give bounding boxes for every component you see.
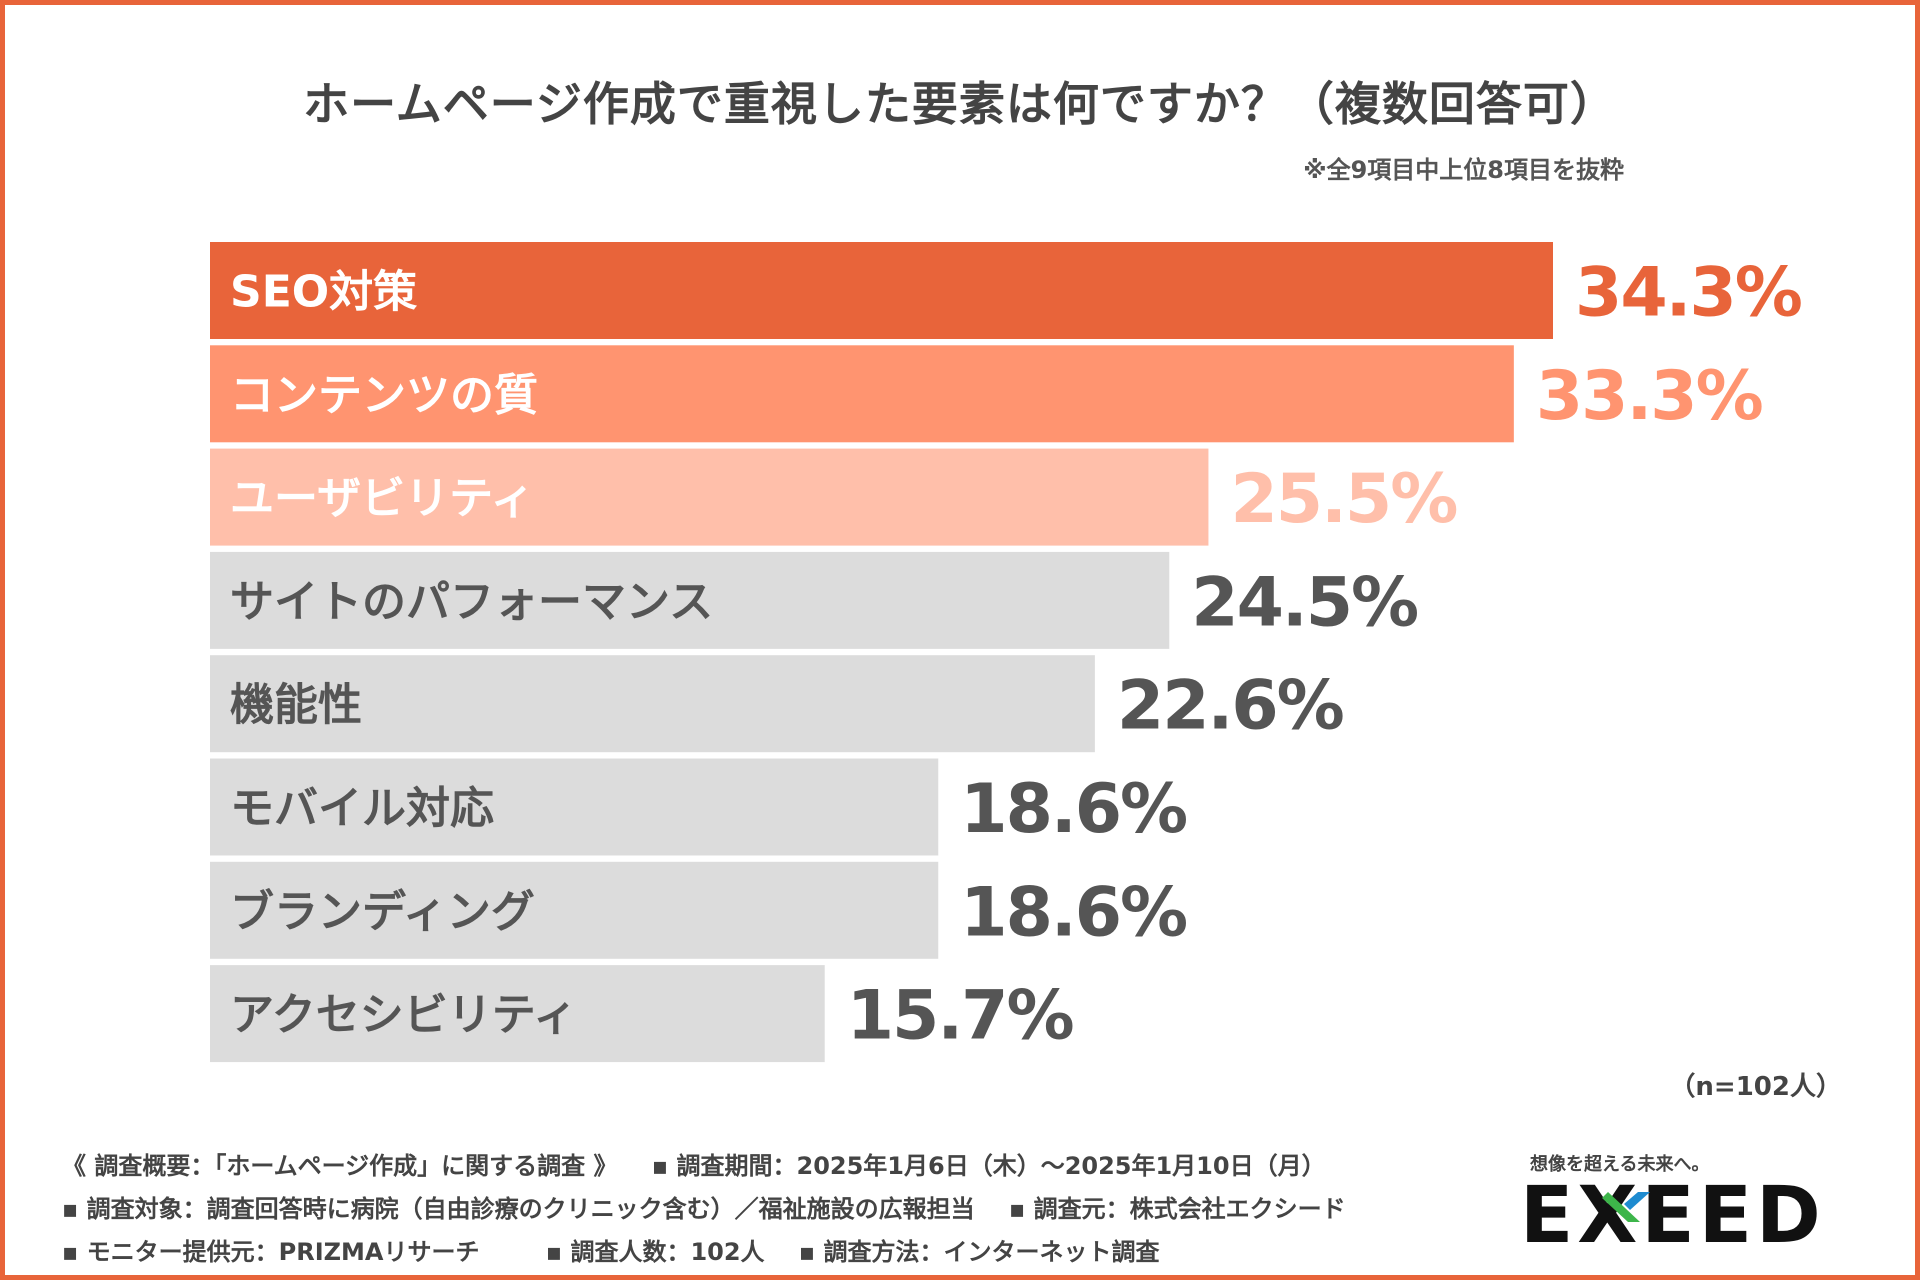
survey-monitor: ▪ モニター提供元：PRIZMAリサーチ: [62, 1238, 480, 1266]
exeed-logo-accent: [1602, 1192, 1640, 1222]
chart-title: ホームページ作成で重視した要素は何ですか？（複数回答可）: [303, 77, 1617, 131]
survey-summary: 《 調査概要：「ホームページ作成」に関する調査 》: [62, 1152, 618, 1180]
bar-label-3: ユーザビリティ: [230, 473, 534, 524]
bar-label-8: アクセシビリティ: [230, 990, 577, 1041]
bar-2: [210, 345, 1514, 443]
bar-label-7: ブランディング: [230, 886, 535, 937]
survey-footer-line-1: 《 調査概要：「ホームページ作成」に関する調査 》 ▪ 調査期間：2025年1月…: [62, 1146, 1352, 1181]
survey-count: ▪ 調査人数：102人: [545, 1238, 765, 1266]
bar-5: [210, 655, 1095, 753]
logo-tagline: 想像を超える未来へ。: [1530, 1154, 1710, 1175]
value-label-5: 22.6%: [1117, 667, 1343, 746]
survey-period: ▪ 調査期間：2025年1月6日（木）〜2025年1月10日（月）: [651, 1152, 1326, 1180]
sample-size: （n=102人）: [1669, 1072, 1842, 1102]
survey-target: ▪ 調査対象：調査回答時に病院（自由診療のクリニック含む）／福祉施設の広報担当: [62, 1195, 975, 1223]
bar-8: [210, 965, 825, 1063]
bar-6: [210, 758, 939, 856]
exeed-logo: EXEED: [1520, 1172, 1825, 1252]
value-label-1: 34.3%: [1575, 254, 1801, 333]
bar-3: [210, 448, 1209, 546]
bar-1: [210, 242, 1553, 339]
survey-footer-line-2: ▪ 調査対象：調査回答時に病院（自由診療のクリニック含む）／福祉施設の広報担当 …: [62, 1189, 1372, 1224]
value-label-6: 18.6%: [960, 770, 1186, 849]
value-label-3: 25.5%: [1230, 460, 1456, 539]
bar-label-6: モバイル対応: [230, 783, 494, 834]
value-label-2: 33.3%: [1536, 357, 1762, 436]
value-label-7: 18.6%: [960, 873, 1186, 952]
bar-4: [210, 551, 1170, 649]
bar-label-1: SEO対策: [230, 267, 417, 318]
survey-source: ▪ 調査元：株式会社エクシード: [1008, 1195, 1346, 1223]
survey-footer-line-3: ▪ モニター提供元：PRIZMAリサーチ ▪ 調査人数：102人 ▪ 調査方法：…: [62, 1232, 1186, 1267]
exeed-logo-text: EXEED: [1520, 1172, 1825, 1252]
value-label-4: 24.5%: [1191, 563, 1417, 642]
bar-label-4: サイトのパフォーマンス: [230, 576, 713, 627]
bar-chart: SEO対策 34.3% コンテンツの質 33.3% ユーザビリティ 25.5% サイトのパフ…: [210, 242, 1803, 1063]
survey-method: ▪ 調査方法：インターネット調査: [798, 1238, 1160, 1266]
bar-label-5: 機能性: [230, 680, 362, 731]
bar-7: [210, 861, 939, 959]
chart-note: ※全9項目中上位8項目を抜粋: [1303, 156, 1624, 184]
value-label-8: 15.7%: [847, 977, 1073, 1056]
bar-label-2: コンテンツの質: [230, 370, 538, 421]
